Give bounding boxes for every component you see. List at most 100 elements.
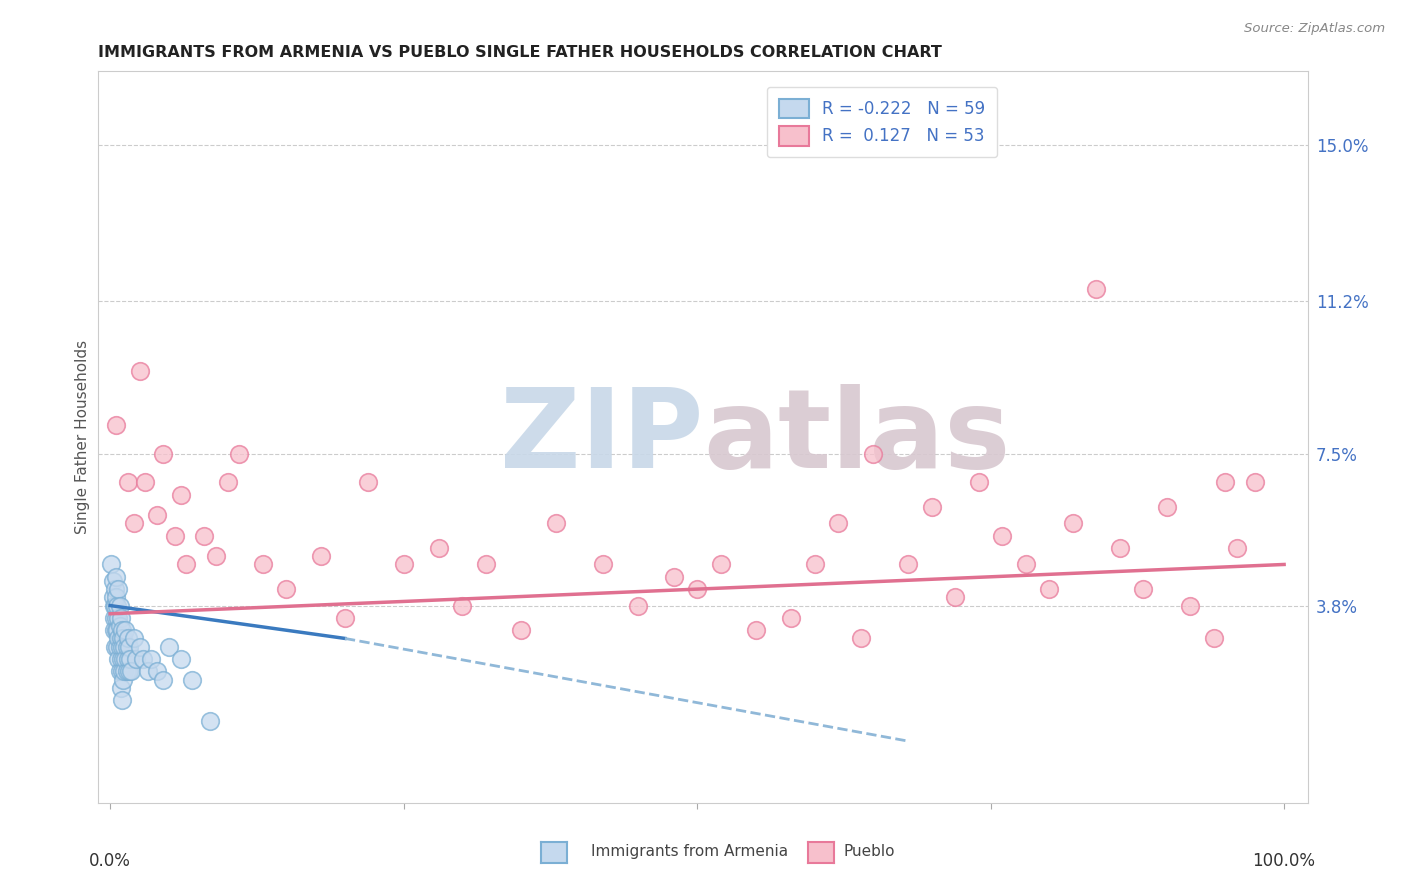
Point <box>136 665 159 679</box>
Point <box>967 475 990 490</box>
Point <box>112 640 135 654</box>
Point <box>112 673 135 687</box>
Point <box>117 475 139 490</box>
Point <box>120 665 142 679</box>
Point <box>276 582 298 596</box>
Point <box>1202 632 1225 646</box>
Point <box>107 652 129 666</box>
Point <box>176 558 198 572</box>
Point <box>108 665 131 679</box>
Point <box>128 640 150 654</box>
Point <box>745 624 768 638</box>
Point <box>114 624 136 638</box>
Point <box>111 693 134 707</box>
Point <box>107 582 129 596</box>
Text: IMMIGRANTS FROM ARMENIA VS PUEBLO SINGLE FATHER HOUSEHOLDS CORRELATION CHART: IMMIGRANTS FROM ARMENIA VS PUEBLO SINGLE… <box>98 45 942 61</box>
Text: 100.0%: 100.0% <box>1253 852 1316 870</box>
Point <box>1085 282 1108 296</box>
Point <box>100 558 122 572</box>
Point <box>780 611 803 625</box>
Point <box>104 599 127 613</box>
Point <box>105 417 128 432</box>
Point <box>546 516 568 531</box>
Point <box>105 599 128 613</box>
Text: ZIP: ZIP <box>499 384 703 491</box>
Point <box>111 624 134 638</box>
Point <box>110 611 132 625</box>
Point <box>117 632 139 646</box>
Y-axis label: Single Father Households: Single Father Households <box>75 340 90 534</box>
Point <box>357 475 380 490</box>
Text: Immigrants from Armenia: Immigrants from Armenia <box>591 845 787 859</box>
Point <box>945 591 967 605</box>
Point <box>1108 541 1130 555</box>
Point <box>862 446 884 460</box>
Point <box>105 640 128 654</box>
Point <box>122 516 145 531</box>
Point <box>117 652 139 666</box>
Legend: R = -0.222   N = 59, R =  0.127   N = 53: R = -0.222 N = 59, R = 0.127 N = 53 <box>768 87 997 157</box>
Point <box>311 549 333 564</box>
Point <box>897 558 920 572</box>
Point <box>125 652 148 666</box>
Text: atlas: atlas <box>703 384 1011 491</box>
Point <box>108 599 131 613</box>
Point <box>118 640 141 654</box>
Point <box>107 611 129 625</box>
Point <box>108 619 131 633</box>
Point <box>110 632 132 646</box>
Point <box>105 570 128 584</box>
Point <box>1226 541 1249 555</box>
Point <box>105 624 128 638</box>
Point <box>169 652 191 666</box>
Point <box>252 558 274 572</box>
Point <box>118 665 141 679</box>
Point <box>111 640 134 654</box>
Point <box>1180 599 1202 613</box>
Point <box>204 549 226 564</box>
Point <box>110 652 132 666</box>
Point <box>105 611 128 625</box>
Point <box>103 611 125 625</box>
Point <box>128 364 150 378</box>
Point <box>141 652 163 666</box>
Point <box>101 574 124 588</box>
Point <box>112 665 135 679</box>
Point <box>122 632 145 646</box>
Point <box>169 487 191 501</box>
Point <box>1243 475 1265 490</box>
Point <box>104 640 127 654</box>
Point <box>710 558 733 572</box>
Point <box>662 570 685 584</box>
Point <box>112 652 135 666</box>
Point <box>101 591 124 605</box>
Point <box>152 446 174 460</box>
Point <box>114 652 136 666</box>
Point <box>103 599 125 613</box>
Point <box>827 516 849 531</box>
Point <box>921 500 943 514</box>
Point <box>228 446 250 460</box>
Text: 0.0%: 0.0% <box>89 852 131 870</box>
Point <box>103 624 125 638</box>
Point <box>627 599 650 613</box>
Point <box>333 611 356 625</box>
Point <box>146 508 169 523</box>
Point <box>427 541 450 555</box>
Point <box>592 558 614 572</box>
Point <box>115 665 138 679</box>
Point <box>115 640 138 654</box>
Point <box>851 632 873 646</box>
Point <box>111 665 134 679</box>
Point <box>105 591 128 605</box>
Point <box>1156 500 1178 514</box>
Point <box>1062 516 1084 531</box>
Point <box>1215 475 1237 490</box>
Point <box>157 640 180 654</box>
Point <box>132 652 155 666</box>
Point <box>1038 582 1060 596</box>
Point <box>181 673 204 687</box>
Point <box>392 558 415 572</box>
Point <box>451 599 474 613</box>
Point <box>803 558 825 572</box>
